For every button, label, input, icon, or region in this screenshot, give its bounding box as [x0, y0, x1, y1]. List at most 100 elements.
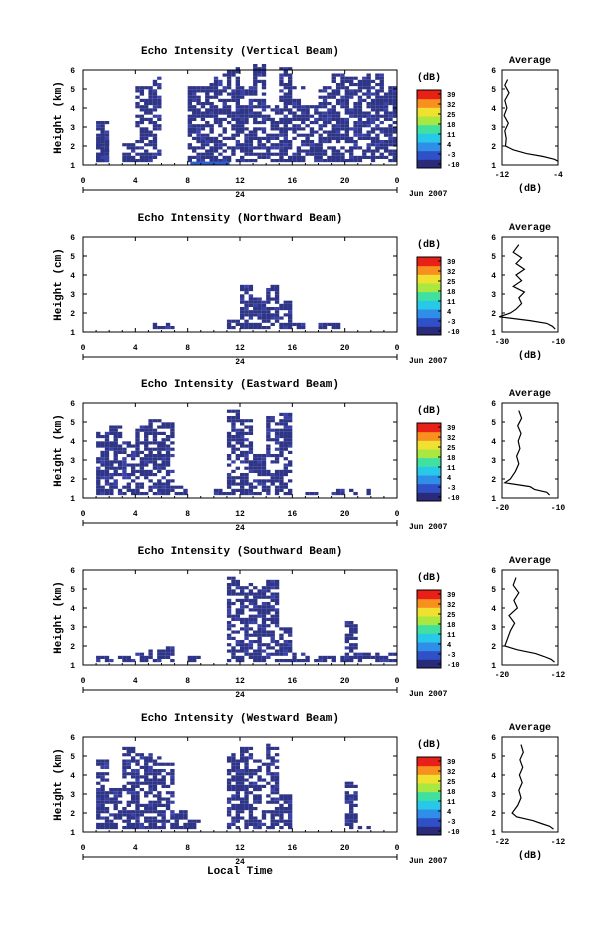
- heatmap-cell: [253, 120, 258, 125]
- heatmap-cell: [331, 73, 336, 77]
- average-y-tick-label: 1: [491, 495, 496, 504]
- heatmap-cell: [287, 143, 293, 147]
- heatmap-cell: [253, 146, 258, 150]
- heatmap-cell: [344, 655, 350, 659]
- heatmap-cell: [370, 86, 376, 90]
- heatmap-cell: [218, 146, 223, 150]
- heatmap-cell: [253, 639, 258, 644]
- heatmap-cell: [240, 92, 245, 96]
- heatmap-cell: [383, 114, 389, 118]
- heatmap-cell: [152, 491, 158, 496]
- heatmap-cell: [170, 652, 175, 656]
- heatmap-cell: [152, 82, 158, 87]
- heatmap-cell: [279, 794, 284, 798]
- heatmap-cell: [96, 441, 101, 445]
- heatmap-cell: [170, 646, 175, 650]
- heatmap-cell: [122, 491, 127, 496]
- heatmap-cell: [231, 589, 236, 593]
- heatmap-cell: [135, 450, 140, 454]
- heatmap-cell: [257, 316, 262, 320]
- colorbar-unit: (dB): [417, 572, 441, 584]
- heatmap-cell: [274, 617, 280, 621]
- heatmap-cell: [240, 117, 245, 121]
- heatmap-cell: [266, 582, 271, 587]
- heatmap-cell: [152, 108, 158, 112]
- heatmap-cell: [270, 479, 275, 483]
- heatmap-cell: [130, 775, 136, 779]
- heatmap-cell: [96, 431, 101, 435]
- heatmap-cell: [126, 759, 131, 763]
- heatmap-cell: [366, 79, 371, 83]
- heatmap-cell: [287, 127, 293, 131]
- heatmap-cell: [161, 762, 166, 766]
- colorbar-swatch: [417, 317, 441, 327]
- heatmap-cell: [144, 791, 149, 795]
- heatmap-cell: [283, 73, 288, 77]
- heatmap-cell: [231, 98, 236, 102]
- heatmap-cell: [270, 617, 275, 621]
- average-y-tick-label: 1: [491, 829, 496, 838]
- heatmap-cell: [235, 598, 240, 602]
- heatmap-cell: [226, 86, 232, 90]
- heatmap-cell: [253, 466, 258, 470]
- heatmap-cell: [139, 428, 145, 432]
- heatmap-cell: [104, 794, 110, 798]
- heatmap-cell: [209, 124, 214, 128]
- heatmap-cell: [283, 466, 288, 470]
- heatmap-cell: [244, 759, 249, 763]
- heatmap-cell: [357, 158, 363, 163]
- heatmap-cell: [113, 825, 118, 830]
- average-title: Average: [509, 723, 551, 734]
- average-x-tick-label: -22: [495, 838, 510, 847]
- heatmap-cell: [349, 627, 354, 631]
- heatmap-cell: [157, 124, 162, 128]
- heatmap-cell: [270, 759, 275, 763]
- heatmap-cell: [248, 460, 254, 464]
- heatmap-cell: [357, 120, 363, 125]
- heatmap-cell: [240, 325, 245, 330]
- heatmap-cell: [148, 649, 153, 653]
- heatmap-cell: [130, 772, 136, 776]
- heatmap-cell: [322, 114, 328, 118]
- heatmap-cell: [96, 482, 101, 486]
- heatmap-cell: [335, 92, 341, 96]
- heatmap-cell: [292, 652, 297, 656]
- heatmap-cell: [231, 469, 236, 473]
- heatmap-cell: [270, 816, 275, 820]
- heatmap-cell: [165, 438, 171, 442]
- heatmap-cell: [244, 768, 249, 773]
- heatmap-cell: [135, 794, 140, 798]
- heatmap-cell: [157, 152, 162, 156]
- heatmap-cell: [266, 297, 271, 301]
- heatmap-cell: [370, 117, 376, 121]
- heatmap-cell: [301, 127, 306, 131]
- heatmap-cell: [314, 111, 319, 115]
- heatmap-cell: [292, 101, 297, 106]
- heatmap-cell: [283, 485, 288, 489]
- heatmap-cell: [148, 117, 153, 121]
- colorbar-swatch: [417, 133, 441, 143]
- heatmap-cell: [135, 784, 140, 788]
- heatmap-cell: [261, 319, 267, 323]
- heatmap-cell: [244, 319, 249, 323]
- heatmap-cell: [148, 800, 153, 804]
- colorbar-tick-label: 4: [447, 142, 451, 150]
- x-tick-label: 8: [185, 344, 190, 353]
- heatmap-cell: [148, 431, 153, 435]
- heatmap-cell: [274, 781, 280, 785]
- heatmap-cell: [152, 822, 158, 826]
- heatmap-cell: [349, 114, 354, 118]
- heatmap-cell: [248, 589, 254, 593]
- heatmap-cell: [266, 287, 271, 292]
- heatmap-cell: [305, 108, 310, 112]
- x-tick-label: 20: [340, 844, 350, 853]
- heatmap-cell: [370, 92, 376, 96]
- heatmap-cell: [161, 438, 166, 442]
- heatmap-cell: [157, 813, 162, 817]
- heatmap-cell: [331, 130, 336, 134]
- heatmap-cell: [174, 825, 179, 830]
- colorbar-swatch: [417, 598, 441, 608]
- heatmap-cell: [226, 768, 232, 773]
- heatmap-cell: [283, 127, 288, 131]
- heatmap-cell: [231, 460, 236, 464]
